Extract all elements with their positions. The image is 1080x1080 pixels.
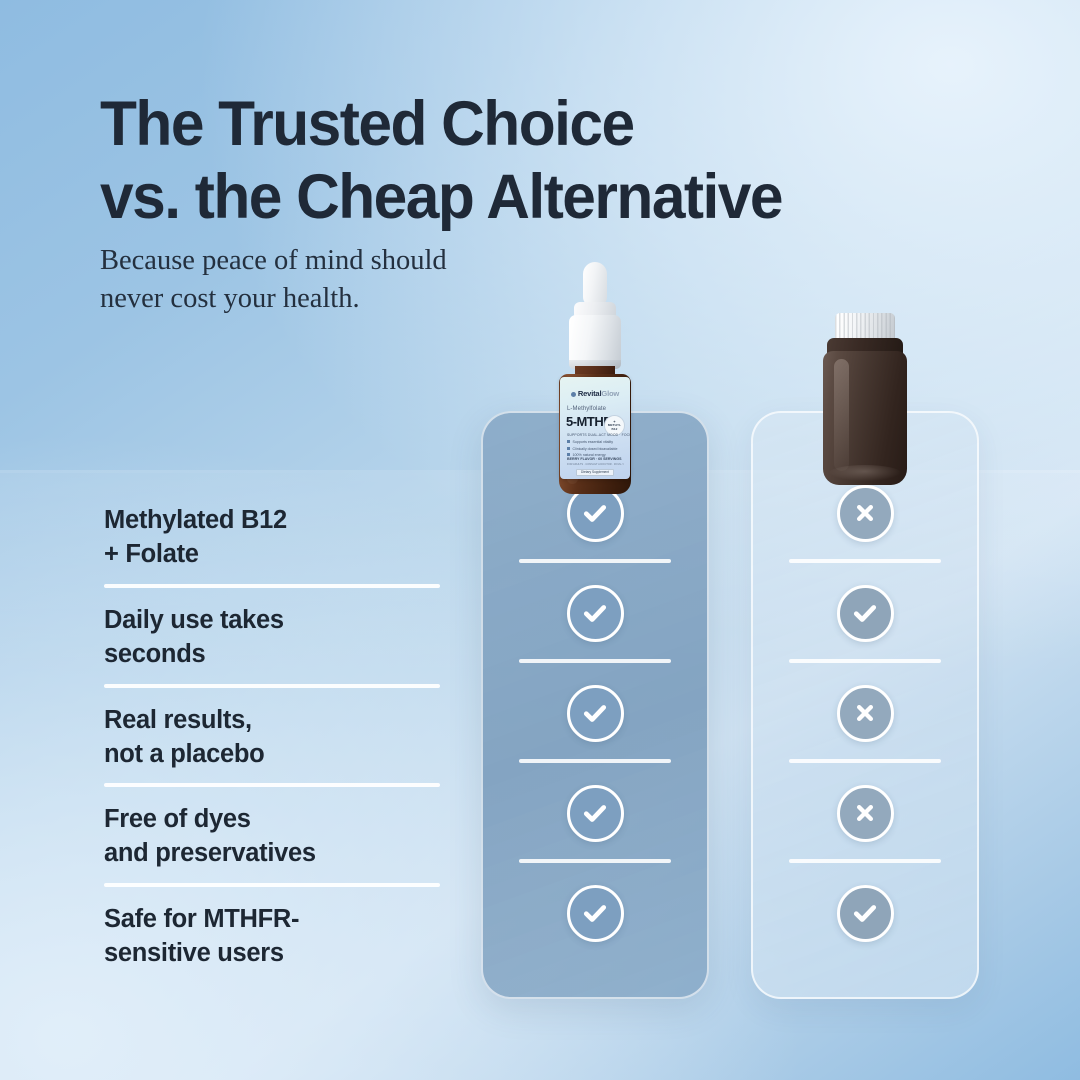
label-fine-print: FOR ADULTS · CONSULT A DOCTOR · 30 ML / …: [567, 463, 624, 466]
badge-line-1: METHYL: [607, 423, 622, 428]
headline-line-2: vs. the Cheap Alternative: [100, 162, 784, 233]
dropper-cap: [569, 315, 621, 369]
row-divider: [519, 559, 671, 563]
comparison-card-ours: [481, 411, 709, 999]
check-icon: [566, 884, 624, 942]
feature-label: Methylated B12 + Folate: [104, 506, 287, 568]
row-divider: [789, 559, 941, 563]
label-bullet-text: Supports essential vitality: [572, 440, 614, 444]
icon-row: [753, 863, 977, 963]
feature-divider: [104, 883, 440, 888]
row-divider: [789, 859, 941, 863]
feature-row: Free of dyes and preservatives: [104, 803, 440, 888]
brand-mark-icon: [570, 391, 576, 397]
icon-row: [753, 663, 977, 763]
feature-label: Free of dyes and preservatives: [104, 805, 316, 868]
product-image-theirs: [813, 313, 917, 485]
check-icon: [836, 884, 894, 942]
cross-icon: [836, 484, 894, 542]
check-icon: [836, 584, 894, 642]
badge-line-2: B12: [611, 426, 618, 431]
label-flavor: BERRY FLAVOR · 60 SERVINGS: [567, 457, 622, 461]
icon-row: [483, 563, 707, 663]
icon-row: [753, 763, 977, 863]
bullet-square-icon: [567, 440, 570, 443]
brand-secondary: Glow: [601, 389, 620, 398]
label-bullets: Supports essential vitality Clinically d…: [567, 440, 617, 460]
product-image-ours: RevitalGlow L-Methylfolate 5-MTHF + METH…: [551, 262, 639, 494]
feature-label: Daily use takes seconds: [104, 605, 284, 668]
dropper-bulb: [583, 262, 607, 306]
row-divider: [519, 859, 671, 863]
label-bullet-text: Clinically dosed bioavailable: [572, 446, 618, 451]
icon-row: [483, 863, 707, 963]
feature-divider: [104, 583, 440, 588]
feature-divider: [104, 783, 440, 788]
label-bullet: Supports essential vitality: [567, 440, 617, 444]
icon-row: [483, 663, 707, 763]
icon-column-ours: [483, 463, 707, 963]
row-divider: [789, 659, 941, 663]
feature-row: Methylated B12 + Folate: [104, 504, 440, 588]
feature-label: Safe for MTHFR- sensitive users: [104, 905, 300, 968]
label-bullet: 100% natural energy: [567, 453, 617, 457]
icon-row: [753, 563, 977, 663]
label-claim: SUPPORTS DUAL-ACT MOOD · FOCUS · ENERGY: [567, 433, 630, 437]
cross-icon: [836, 684, 894, 742]
pill-bottle-body: [823, 351, 907, 485]
bullet-square-icon: [567, 453, 570, 457]
feature-label: Real results, not a placebo: [104, 705, 265, 768]
subtitle: Because peace of mind should never cost …: [100, 245, 447, 314]
comparison-card-theirs: [751, 411, 979, 999]
badge-plus: +: [613, 419, 616, 425]
feature-divider: [104, 683, 440, 688]
check-icon: [566, 584, 624, 642]
row-divider: [519, 659, 671, 663]
feature-row: Safe for MTHFR- sensitive users: [104, 903, 440, 983]
cross-icon: [836, 784, 894, 842]
headline-line-1: The Trusted Choice: [100, 89, 635, 159]
bullet-square-icon: [567, 446, 570, 450]
label-subtitle: L-Methylfolate: [567, 406, 607, 412]
supplement-tag: Dietary Supplement: [576, 468, 614, 476]
feature-row: Real results, not a placebo: [104, 704, 440, 788]
label-title: 5-MTHF: [566, 414, 611, 429]
icon-column-theirs: [753, 463, 977, 963]
row-divider: [789, 759, 941, 763]
pill-bottle-cap: [835, 313, 895, 341]
feature-row: Daily use takes seconds: [104, 604, 440, 688]
feature-list: Methylated B12 + Folate Daily use takes …: [104, 504, 440, 983]
label-bullet-text: 100% natural energy: [572, 453, 606, 458]
methyl-b12-badge: + METHYL B12: [604, 415, 625, 436]
brand-primary: Revital: [577, 389, 602, 398]
product-label-ours: RevitalGlow L-Methylfolate 5-MTHF + METH…: [560, 377, 630, 479]
check-icon: [566, 684, 624, 742]
row-divider: [519, 759, 671, 763]
label-bullet: Clinically dosed bioavailable: [567, 446, 618, 451]
page-title: The Trusted Choice vs. the Cheap Alterna…: [100, 88, 926, 234]
icon-row: [753, 463, 977, 563]
icon-row: [483, 763, 707, 863]
check-icon: [566, 784, 624, 842]
brand-lockup: RevitalGlow: [560, 389, 630, 398]
